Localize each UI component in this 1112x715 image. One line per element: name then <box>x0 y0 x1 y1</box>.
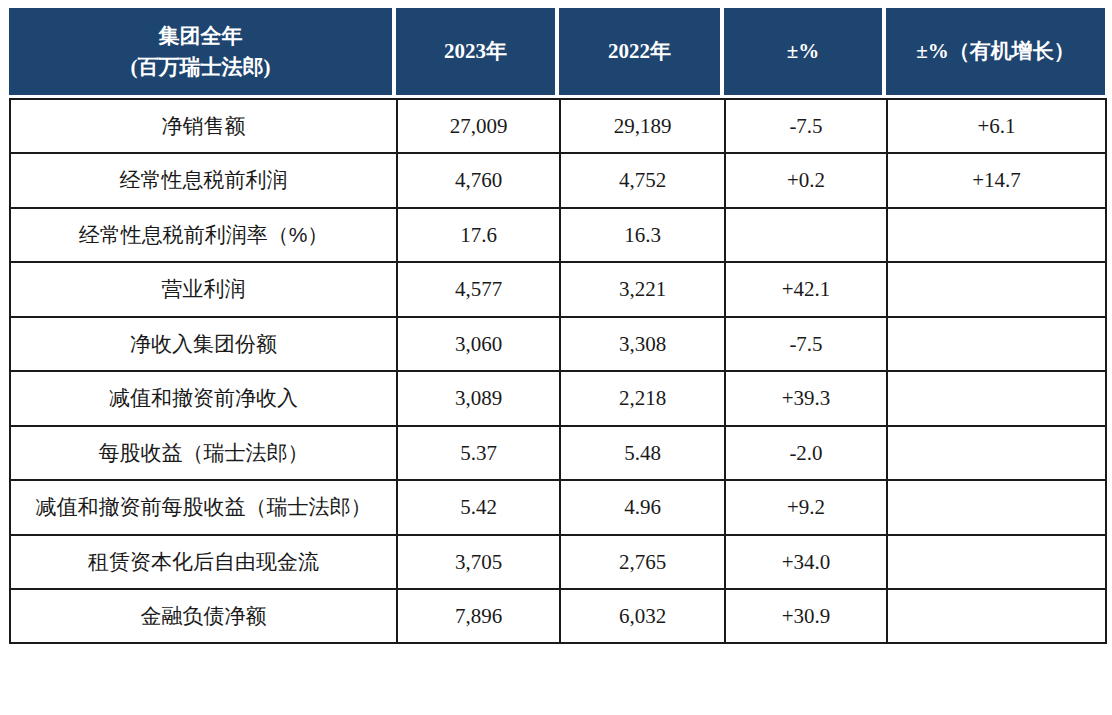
change-pct-cell: -2.0 <box>725 426 887 480</box>
row-label-cell: 营业利润 <box>10 262 397 316</box>
header-metric-line1: 集团全年 <box>159 21 243 51</box>
organic-change-cell <box>887 371 1106 425</box>
table-row: 净收入集团份额 3,060 3,308 -7.5 <box>10 317 1106 371</box>
header-cell-metric: 集团全年 (百万瑞士法郎) <box>9 8 396 95</box>
row-label-cell: 经常性息税前利润率（%） <box>10 208 397 262</box>
row-label-cell: 减值和撤资前每股收益（瑞士法郎） <box>10 480 397 534</box>
table-row: 减值和撤资前每股收益（瑞士法郎） 5.42 4.96 +9.2 <box>10 480 1106 534</box>
organic-change-cell <box>887 589 1106 643</box>
value-2022-cell: 6,032 <box>560 589 725 643</box>
header-cell-change-pct: ±% <box>724 8 886 95</box>
row-label-cell: 经常性息税前利润 <box>10 153 397 207</box>
header-metric-line2: (百万瑞士法郎) <box>131 52 271 82</box>
value-2022-cell: 3,221 <box>560 262 725 316</box>
table-row: 金融负债净额 7,896 6,032 +30.9 <box>10 589 1106 643</box>
value-2022-cell: 4.96 <box>560 480 725 534</box>
header-cell-2022: 2022年 <box>559 8 724 95</box>
table-header-row: 集团全年 (百万瑞士法郎) 2023年 2022年 ±% ±%（有机增长） <box>9 8 1105 95</box>
row-label-cell: 每股收益（瑞士法郎） <box>10 426 397 480</box>
row-label-cell: 金融负债净额 <box>10 589 397 643</box>
table-row: 净销售额 27,009 29,189 -7.5 +6.1 <box>10 99 1106 153</box>
page-root: 集团全年 (百万瑞士法郎) 2023年 2022年 ±% ±%（有机增长） 净销… <box>0 0 1112 644</box>
header-cell-organic-change: ±%（有机增长） <box>886 8 1105 95</box>
value-2022-cell: 2,765 <box>560 535 725 589</box>
table-row: 租赁资本化后自由现金流 3,705 2,765 +34.0 <box>10 535 1106 589</box>
row-label-cell: 减值和撤资前净收入 <box>10 371 397 425</box>
organic-change-cell: +14.7 <box>887 153 1106 207</box>
change-pct-cell: +34.0 <box>725 535 887 589</box>
change-pct-cell <box>725 208 887 262</box>
value-2023-cell: 3,705 <box>397 535 560 589</box>
header-cell-2023: 2023年 <box>396 8 559 95</box>
value-2023-cell: 27,009 <box>397 99 560 153</box>
value-2023-cell: 5.37 <box>397 426 560 480</box>
change-pct-cell: +0.2 <box>725 153 887 207</box>
change-pct-cell: +30.9 <box>725 589 887 643</box>
value-2022-cell: 5.48 <box>560 426 725 480</box>
organic-change-cell <box>887 317 1106 371</box>
table-row: 经常性息税前利润 4,760 4,752 +0.2 +14.7 <box>10 153 1106 207</box>
value-2022-cell: 4,752 <box>560 153 725 207</box>
row-label-cell: 净销售额 <box>10 99 397 153</box>
change-pct-cell: +9.2 <box>725 480 887 534</box>
value-2023-cell: 17.6 <box>397 208 560 262</box>
organic-change-cell: +6.1 <box>887 99 1106 153</box>
value-2023-cell: 3,060 <box>397 317 560 371</box>
value-2022-cell: 3,308 <box>560 317 725 371</box>
value-2023-cell: 7,896 <box>397 589 560 643</box>
row-label-cell: 净收入集团份额 <box>10 317 397 371</box>
financial-table-body: 净销售额 27,009 29,189 -7.5 +6.1 经常性息税前利润 4,… <box>9 98 1107 644</box>
value-2022-cell: 29,189 <box>560 99 725 153</box>
table-row: 经常性息税前利润率（%） 17.6 16.3 <box>10 208 1106 262</box>
value-2023-cell: 5.42 <box>397 480 560 534</box>
organic-change-cell <box>887 480 1106 534</box>
value-2023-cell: 3,089 <box>397 371 560 425</box>
value-2023-cell: 4,577 <box>397 262 560 316</box>
value-2022-cell: 16.3 <box>560 208 725 262</box>
change-pct-cell: +39.3 <box>725 371 887 425</box>
change-pct-cell: +42.1 <box>725 262 887 316</box>
row-label-cell: 租赁资本化后自由现金流 <box>10 535 397 589</box>
table-row: 营业利润 4,577 3,221 +42.1 <box>10 262 1106 316</box>
organic-change-cell <box>887 426 1106 480</box>
change-pct-cell: -7.5 <box>725 99 887 153</box>
value-2023-cell: 4,760 <box>397 153 560 207</box>
value-2022-cell: 2,218 <box>560 371 725 425</box>
organic-change-cell <box>887 208 1106 262</box>
table-row: 每股收益（瑞士法郎） 5.37 5.48 -2.0 <box>10 426 1106 480</box>
change-pct-cell: -7.5 <box>725 317 887 371</box>
table-row: 减值和撤资前净收入 3,089 2,218 +39.3 <box>10 371 1106 425</box>
organic-change-cell <box>887 535 1106 589</box>
organic-change-cell <box>887 262 1106 316</box>
